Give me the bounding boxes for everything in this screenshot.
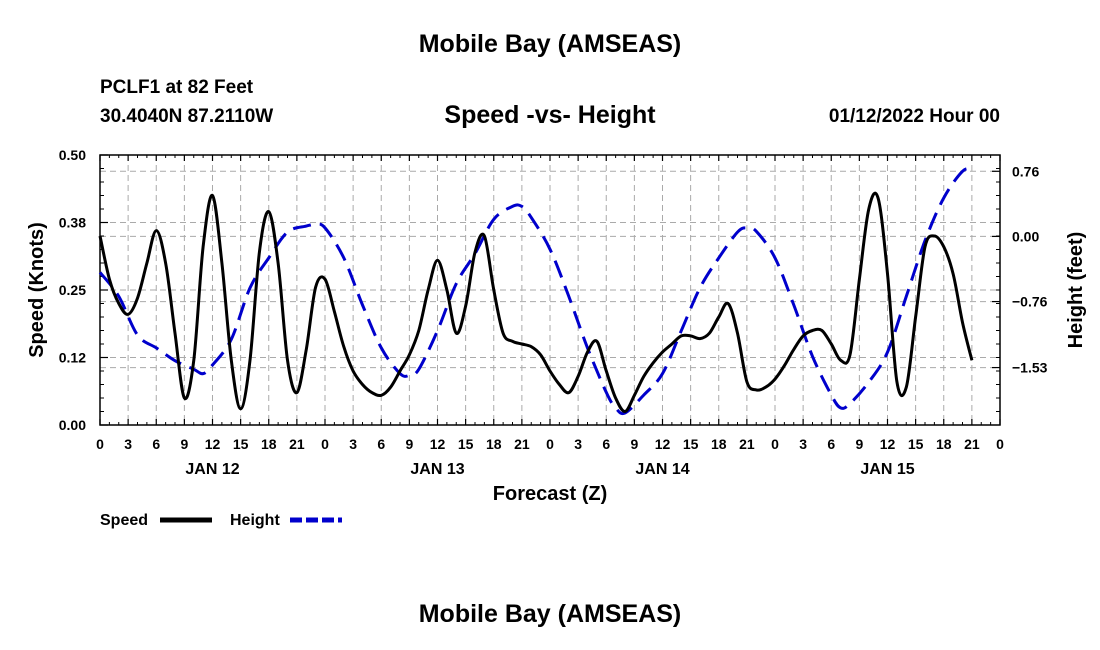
x-tick-label: 12 — [430, 436, 446, 452]
x-tick-label: 6 — [602, 436, 610, 452]
chart-main-title: Mobile Bay (AMSEAS) — [418, 30, 682, 58]
x-tick-label: 21 — [739, 436, 755, 452]
series-line-speed — [98, 191, 974, 413]
x-tick-label: 3 — [349, 436, 357, 452]
legend-label-speed: Speed — [100, 512, 148, 529]
x-tick-label: 21 — [289, 436, 305, 452]
x-tick-label: 9 — [180, 436, 188, 452]
x-tick-label: 18 — [261, 436, 277, 452]
series — [98, 167, 974, 416]
series-line-height — [98, 167, 973, 416]
y-left-tick-label: 0.12 — [59, 350, 86, 366]
y-left-tick-label: 0.25 — [59, 282, 86, 298]
x-tick-label: 18 — [486, 436, 502, 452]
footer-title: Mobile Bay (AMSEAS) — [418, 600, 682, 628]
date-label: JAN 13 — [410, 461, 464, 478]
x-tick-label: 12 — [205, 436, 221, 452]
run-time-label: 01/12/2022 Hour 00 — [828, 106, 1000, 127]
y-left-tick-label: 0.38 — [59, 215, 86, 231]
y-axis-label-right: Height (feet) — [1065, 232, 1087, 349]
x-axis-label: Forecast (Z) — [493, 483, 607, 505]
x-tick-label: 0 — [996, 436, 1004, 452]
station-label: PCLF1 at 82 Feet — [100, 77, 254, 98]
x-tick-label: 21 — [964, 436, 980, 452]
x-tick-label: 3 — [124, 436, 132, 452]
x-tick-label: 0 — [96, 436, 104, 452]
x-tick-label: 0 — [321, 436, 329, 452]
legend-label-height: Height — [230, 512, 280, 529]
y-right-tick-label: 0.76 — [1012, 163, 1039, 179]
y-right-tick-label: −0.76 — [1012, 294, 1048, 310]
date-label: JAN 12 — [185, 461, 239, 478]
x-tick-label: 0 — [546, 436, 554, 452]
axes: 0 3 6 9 12 15 18 21 0 3 6 9 12 15 18 21 0 3 6 9 12 15 18 21 0 3 6 9… — [59, 147, 1048, 478]
x-tick-label: 18 — [711, 436, 727, 452]
x-tick-label: 15 — [233, 436, 249, 452]
x-tick-label: 15 — [683, 436, 699, 452]
x-tick-label: 15 — [908, 436, 924, 452]
x-tick-label: 6 — [377, 436, 385, 452]
x-tick-label: 3 — [799, 436, 807, 452]
x-tick-label: 0 — [771, 436, 779, 452]
x-tick-label: 9 — [405, 436, 413, 452]
x-tick-label: 9 — [855, 436, 863, 452]
legend: Speed Height — [100, 512, 342, 529]
coordinates-label: 30.4040N 87.2110W — [100, 106, 274, 127]
x-tick-label: 9 — [630, 436, 638, 452]
x-tick-label: 21 — [514, 436, 530, 452]
y-right-tick-label: 0.00 — [1012, 228, 1039, 244]
y-left-tick-label: 0.00 — [59, 417, 86, 433]
chart-subtitle: Speed -vs- Height — [444, 101, 656, 129]
y-left-tick-label: 0.50 — [59, 147, 86, 163]
x-tick-label: 18 — [936, 436, 952, 452]
date-label: JAN 14 — [635, 461, 689, 478]
x-tick-label: 6 — [152, 436, 160, 452]
x-tick-label: 3 — [574, 436, 582, 452]
x-tick-label: 12 — [880, 436, 896, 452]
y-axis-label-left: Speed (Knots) — [26, 222, 48, 358]
date-label: JAN 15 — [860, 461, 914, 478]
x-tick-label: 15 — [458, 436, 474, 452]
y-right-tick-label: −1.53 — [1012, 360, 1048, 376]
x-tick-label: 12 — [655, 436, 671, 452]
x-tick-label: 6 — [827, 436, 835, 452]
